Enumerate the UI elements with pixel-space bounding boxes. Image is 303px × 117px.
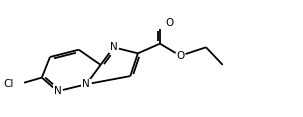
Text: N: N [54, 86, 62, 96]
Text: N: N [110, 42, 118, 52]
Text: O: O [176, 51, 185, 61]
Text: N: N [82, 79, 90, 89]
Text: Cl: Cl [3, 79, 13, 89]
Text: O: O [165, 18, 174, 28]
